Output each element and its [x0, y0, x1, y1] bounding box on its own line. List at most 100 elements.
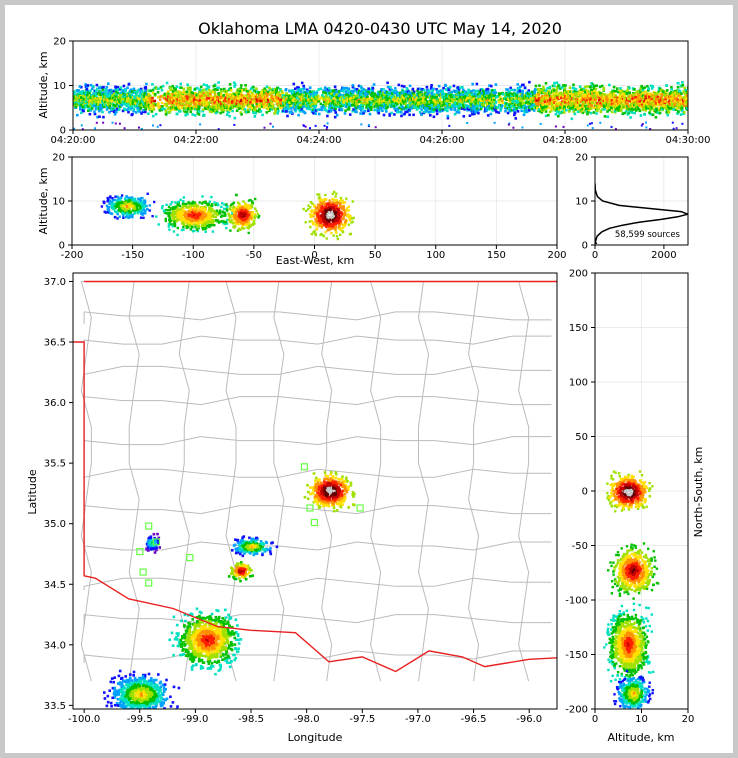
- time-altitude-source: [87, 95, 91, 98]
- time-altitude-source: [544, 105, 547, 108]
- time-altitude-source: [259, 110, 263, 113]
- time-altitude-source: [217, 95, 220, 99]
- time-altitude-source: [190, 105, 194, 108]
- time-altitude-source: [314, 109, 318, 112]
- time-altitude-source: [86, 84, 90, 87]
- time-altitude-source: [418, 101, 421, 104]
- time-altitude-source: [216, 102, 220, 105]
- time-altitude-source: [497, 98, 501, 102]
- time-altitude-source: [499, 92, 502, 95]
- time-altitude-source: [417, 103, 421, 106]
- time-altitude-source: [343, 112, 347, 115]
- time-altitude-source: [112, 107, 115, 110]
- time-altitude-source: [557, 84, 560, 88]
- time-altitude-source: [360, 109, 363, 112]
- time-altitude-source: [179, 86, 183, 89]
- time-altitude-source: [309, 93, 313, 96]
- time-altitude-source: [358, 95, 361, 99]
- time-altitude-source: [515, 96, 518, 99]
- time-altitude-source: [518, 90, 522, 94]
- time-altitude-source: [349, 104, 353, 107]
- time-altitude-source: [574, 93, 578, 97]
- time-altitude-source: [499, 109, 502, 112]
- time-altitude-source: [415, 108, 419, 111]
- time-altitude-source: [571, 93, 575, 96]
- time-altitude-source: [430, 101, 433, 104]
- time-altitude-source: [206, 103, 209, 106]
- time-altitude-source: [73, 100, 77, 104]
- time-altitude-source: [216, 98, 219, 101]
- time-altitude-source: [187, 93, 191, 97]
- time-altitude-source: [152, 102, 155, 105]
- time-altitude-source: [571, 101, 575, 105]
- time-altitude-source: [237, 101, 241, 105]
- time-altitude-source: [370, 106, 373, 109]
- time-altitude-source: [180, 91, 184, 95]
- time-altitude-source: [386, 85, 390, 89]
- time-altitude-source: [333, 105, 336, 109]
- time-altitude-source: [559, 106, 562, 109]
- time-altitude-source: [173, 100, 176, 103]
- time-altitude-source: [97, 108, 101, 111]
- time-altitude-source: [438, 99, 442, 102]
- time-altitude-source: [534, 94, 537, 97]
- time-altitude-source: [168, 106, 171, 110]
- time-altitude-source: [504, 104, 507, 108]
- time-altitude-source: [321, 94, 324, 97]
- time-altitude-source: [154, 112, 158, 116]
- time-altitude-source: [366, 99, 369, 102]
- time-altitude-source: [133, 90, 137, 94]
- time-altitude-source: [345, 101, 349, 105]
- time-altitude-source: [547, 106, 551, 109]
- time-altitude-source: [374, 105, 377, 108]
- time-altitude-source: [259, 99, 262, 103]
- time-altitude-source: [516, 88, 520, 92]
- time-altitude-source: [539, 97, 543, 100]
- time-altitude-source: [418, 111, 422, 114]
- time-altitude-source: [305, 104, 309, 107]
- time-altitude-source: [314, 98, 317, 101]
- time-altitude-source: [479, 95, 482, 98]
- time-altitude-source: [429, 114, 432, 117]
- time-altitude-source: [343, 88, 346, 91]
- time-altitude-source: [359, 90, 363, 93]
- time-altitude-source: [467, 88, 470, 92]
- time-altitude-source: [491, 89, 494, 92]
- time-altitude-source: [127, 110, 130, 114]
- time-altitude-source: [553, 84, 556, 88]
- time-altitude-source: [194, 92, 197, 95]
- time-altitude-source: [417, 92, 420, 95]
- time-altitude-source: [107, 95, 110, 98]
- time-altitude-source: [378, 106, 382, 109]
- time-altitude-source: [147, 103, 151, 107]
- time-altitude-source: [180, 102, 183, 106]
- time-altitude-source: [551, 103, 554, 106]
- time-altitude-source: [541, 109, 544, 113]
- time-altitude-source: [89, 96, 93, 99]
- time-altitude-source: [81, 92, 84, 96]
- time-altitude-source: [382, 103, 385, 106]
- time-altitude-source: [392, 98, 395, 101]
- time-altitude-source: [425, 85, 429, 89]
- time-altitude-source: [533, 92, 536, 95]
- time-altitude-source: [237, 97, 240, 101]
- time-altitude-source: [324, 95, 328, 99]
- time-altitude-source: [339, 101, 342, 104]
- time-altitude-source: [412, 92, 416, 95]
- time-altitude-source: [475, 102, 479, 105]
- time-altitude-source: [524, 107, 527, 110]
- time-altitude-source: [102, 115, 105, 119]
- time-altitude-source: [575, 92, 578, 95]
- time-altitude-source: [406, 108, 409, 112]
- time-altitude-source: [201, 89, 204, 93]
- time-altitude-source: [504, 109, 507, 113]
- time-altitude-source: [543, 98, 546, 102]
- time-altitude-source: [513, 113, 516, 117]
- time-altitude-source: [431, 107, 434, 111]
- time-altitude-source: [159, 95, 163, 98]
- time-altitude-source: [150, 100, 154, 103]
- time-altitude-source: [138, 94, 141, 98]
- time-altitude-source: [390, 111, 393, 115]
- time-altitude-source: [121, 95, 125, 98]
- time-altitude-source: [368, 99, 371, 102]
